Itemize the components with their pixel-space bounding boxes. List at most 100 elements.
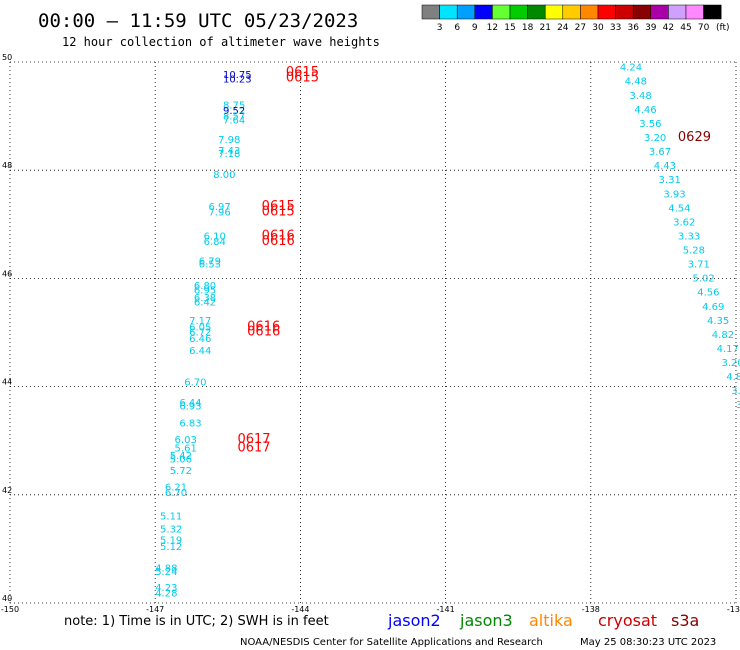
wave-height-value: 6.97 [208,202,230,213]
y-tick-label: 46 [2,269,12,278]
wave-height-value: 8.57 [223,111,245,122]
pass-time-label: 0615 [262,205,295,220]
legend-swatch [474,4,493,20]
chart-grid [9,61,737,604]
legend-label: 3 [437,23,443,33]
wave-height-value: 4.24 [620,63,642,74]
legend-label: 24 [557,23,569,33]
wave-height-value: 8.75 [223,101,245,112]
satellite-name: cryosat [598,611,657,630]
x-tick-label: -135 [727,605,740,614]
legend-label: 12 [487,23,498,33]
wave-height-value: 8.00 [213,170,235,181]
legend-swatch [580,4,599,20]
wave-height-value: 4.88 [155,564,177,575]
legend-swatch [492,4,511,20]
legend-swatch [685,4,704,20]
wave-height-value: 3.20 [721,358,740,369]
y-tick-label: 50 [2,53,12,62]
wave-height-value: 6.79 [199,256,221,267]
wave-height-value: 3.62 [673,217,695,228]
wave-height-value: 6.70 [184,378,206,389]
wave-height-value: 4.35 [707,316,729,327]
wave-height-value: 6.80 [194,281,216,292]
wave-height-value: 9.52 [223,106,245,117]
wave-height-value: 6.44 [189,346,211,357]
wave-height-value: 4.48 [625,77,647,88]
wave-height-value: 3.20 [644,133,666,144]
pass-time-label: 0617 [237,441,270,456]
wave-height-value: 4.56 [697,288,719,299]
legend-label: 9 [472,23,478,33]
legend-label: 30 [592,23,604,33]
timestamp-text: May 25 08:30:23 UTC 2023 [580,637,716,648]
pass-time-label: 0616 [262,234,295,249]
wave-height-value: 7.64 [223,116,245,127]
x-tick-label: -144 [291,605,309,614]
wave-height-value: 7.17 [189,316,211,327]
wave-height-value: 5.24 [155,567,177,578]
wave-height-value: 6.72 [189,328,211,339]
legend-swatch [650,4,669,20]
wave-height-value: 4.43 [654,161,676,172]
satellite-name: s3a [671,611,699,630]
wave-height-value: 6.95 [194,286,216,297]
wave-height-value: 6.70 [165,488,187,499]
wave-height-value: 5.06 [170,454,192,465]
legend-label: 27 [575,23,586,33]
wave-height-value: 3.31 [659,175,681,186]
legend-label: 6 [454,23,460,33]
wave-height-value: 7.98 [218,135,240,146]
x-tick-label: -150 [1,605,19,614]
legend-swatch [439,4,458,20]
legend-swatch [421,4,440,20]
wave-height-value: 4.46 [634,105,656,116]
wave-height-value: 5.12 [160,542,182,553]
wave-height-value: 3.67 [649,147,671,158]
wave-height-value: 3.33 [678,231,700,242]
wave-height-value: 6.42 [194,297,216,308]
wave-height-color-legend: 3 6 9 12 15 18 21 24 27 30 33 36 39 42 45 70 [421,4,722,33]
wave-height-value: 3.48 [630,91,652,102]
wave-height-value: 3.71 [688,260,710,271]
y-tick-label: 48 [2,161,12,170]
wave-height-value: 5.32 [160,525,182,536]
legend-swatch [632,4,652,20]
chart-subtitle: 12 hour collection of altimeter wave hei… [62,35,380,49]
legend-swatch [456,4,476,20]
pass-time-labels: 0615061506150615061606160616061606170617… [237,65,711,455]
wave-height-value: 10.23 [223,75,252,86]
satellite-name: jason2 [387,611,441,630]
legend-label: 70 [698,23,710,33]
wave-height-value: 6.53 [199,260,221,271]
legend-swatch [703,4,722,20]
wave-height-value: 3.56 [639,119,661,130]
legend-label: 18 [522,23,534,33]
wave-height-value: 6.44 [179,398,201,409]
legend-label: 21 [539,23,550,33]
legend-swatch [527,4,546,20]
legend-label: 33 [610,23,621,33]
legend-swatch [597,4,616,20]
pass-time-label: 0616 [247,325,280,340]
satellite-name: altika [529,611,573,630]
legend-label: 36 [627,23,639,33]
wave-height-value: 6.05 [189,322,211,333]
wave-height-value: 4.28 [155,589,177,600]
pass-time-label: 0617 [237,432,270,447]
wave-height-value: 5.42 [170,451,192,462]
wave-height-value: 4.82 [712,330,734,341]
y-tick-label: 42 [2,486,12,495]
wave-height-value: 5.02 [692,274,714,285]
wave-height-value: 6.03 [175,435,197,446]
y-tick-label: 44 [2,378,12,387]
pass-time-label: 0616 [247,319,280,334]
wave-height-value: 6.21 [165,482,187,493]
wave-height-value: 5.28 [683,246,705,257]
wave-height-value: 5.61 [175,444,197,455]
legend-swatch [509,4,528,20]
wave-height-value: 3.53 [731,386,740,397]
x-tick-label: -138 [582,605,600,614]
